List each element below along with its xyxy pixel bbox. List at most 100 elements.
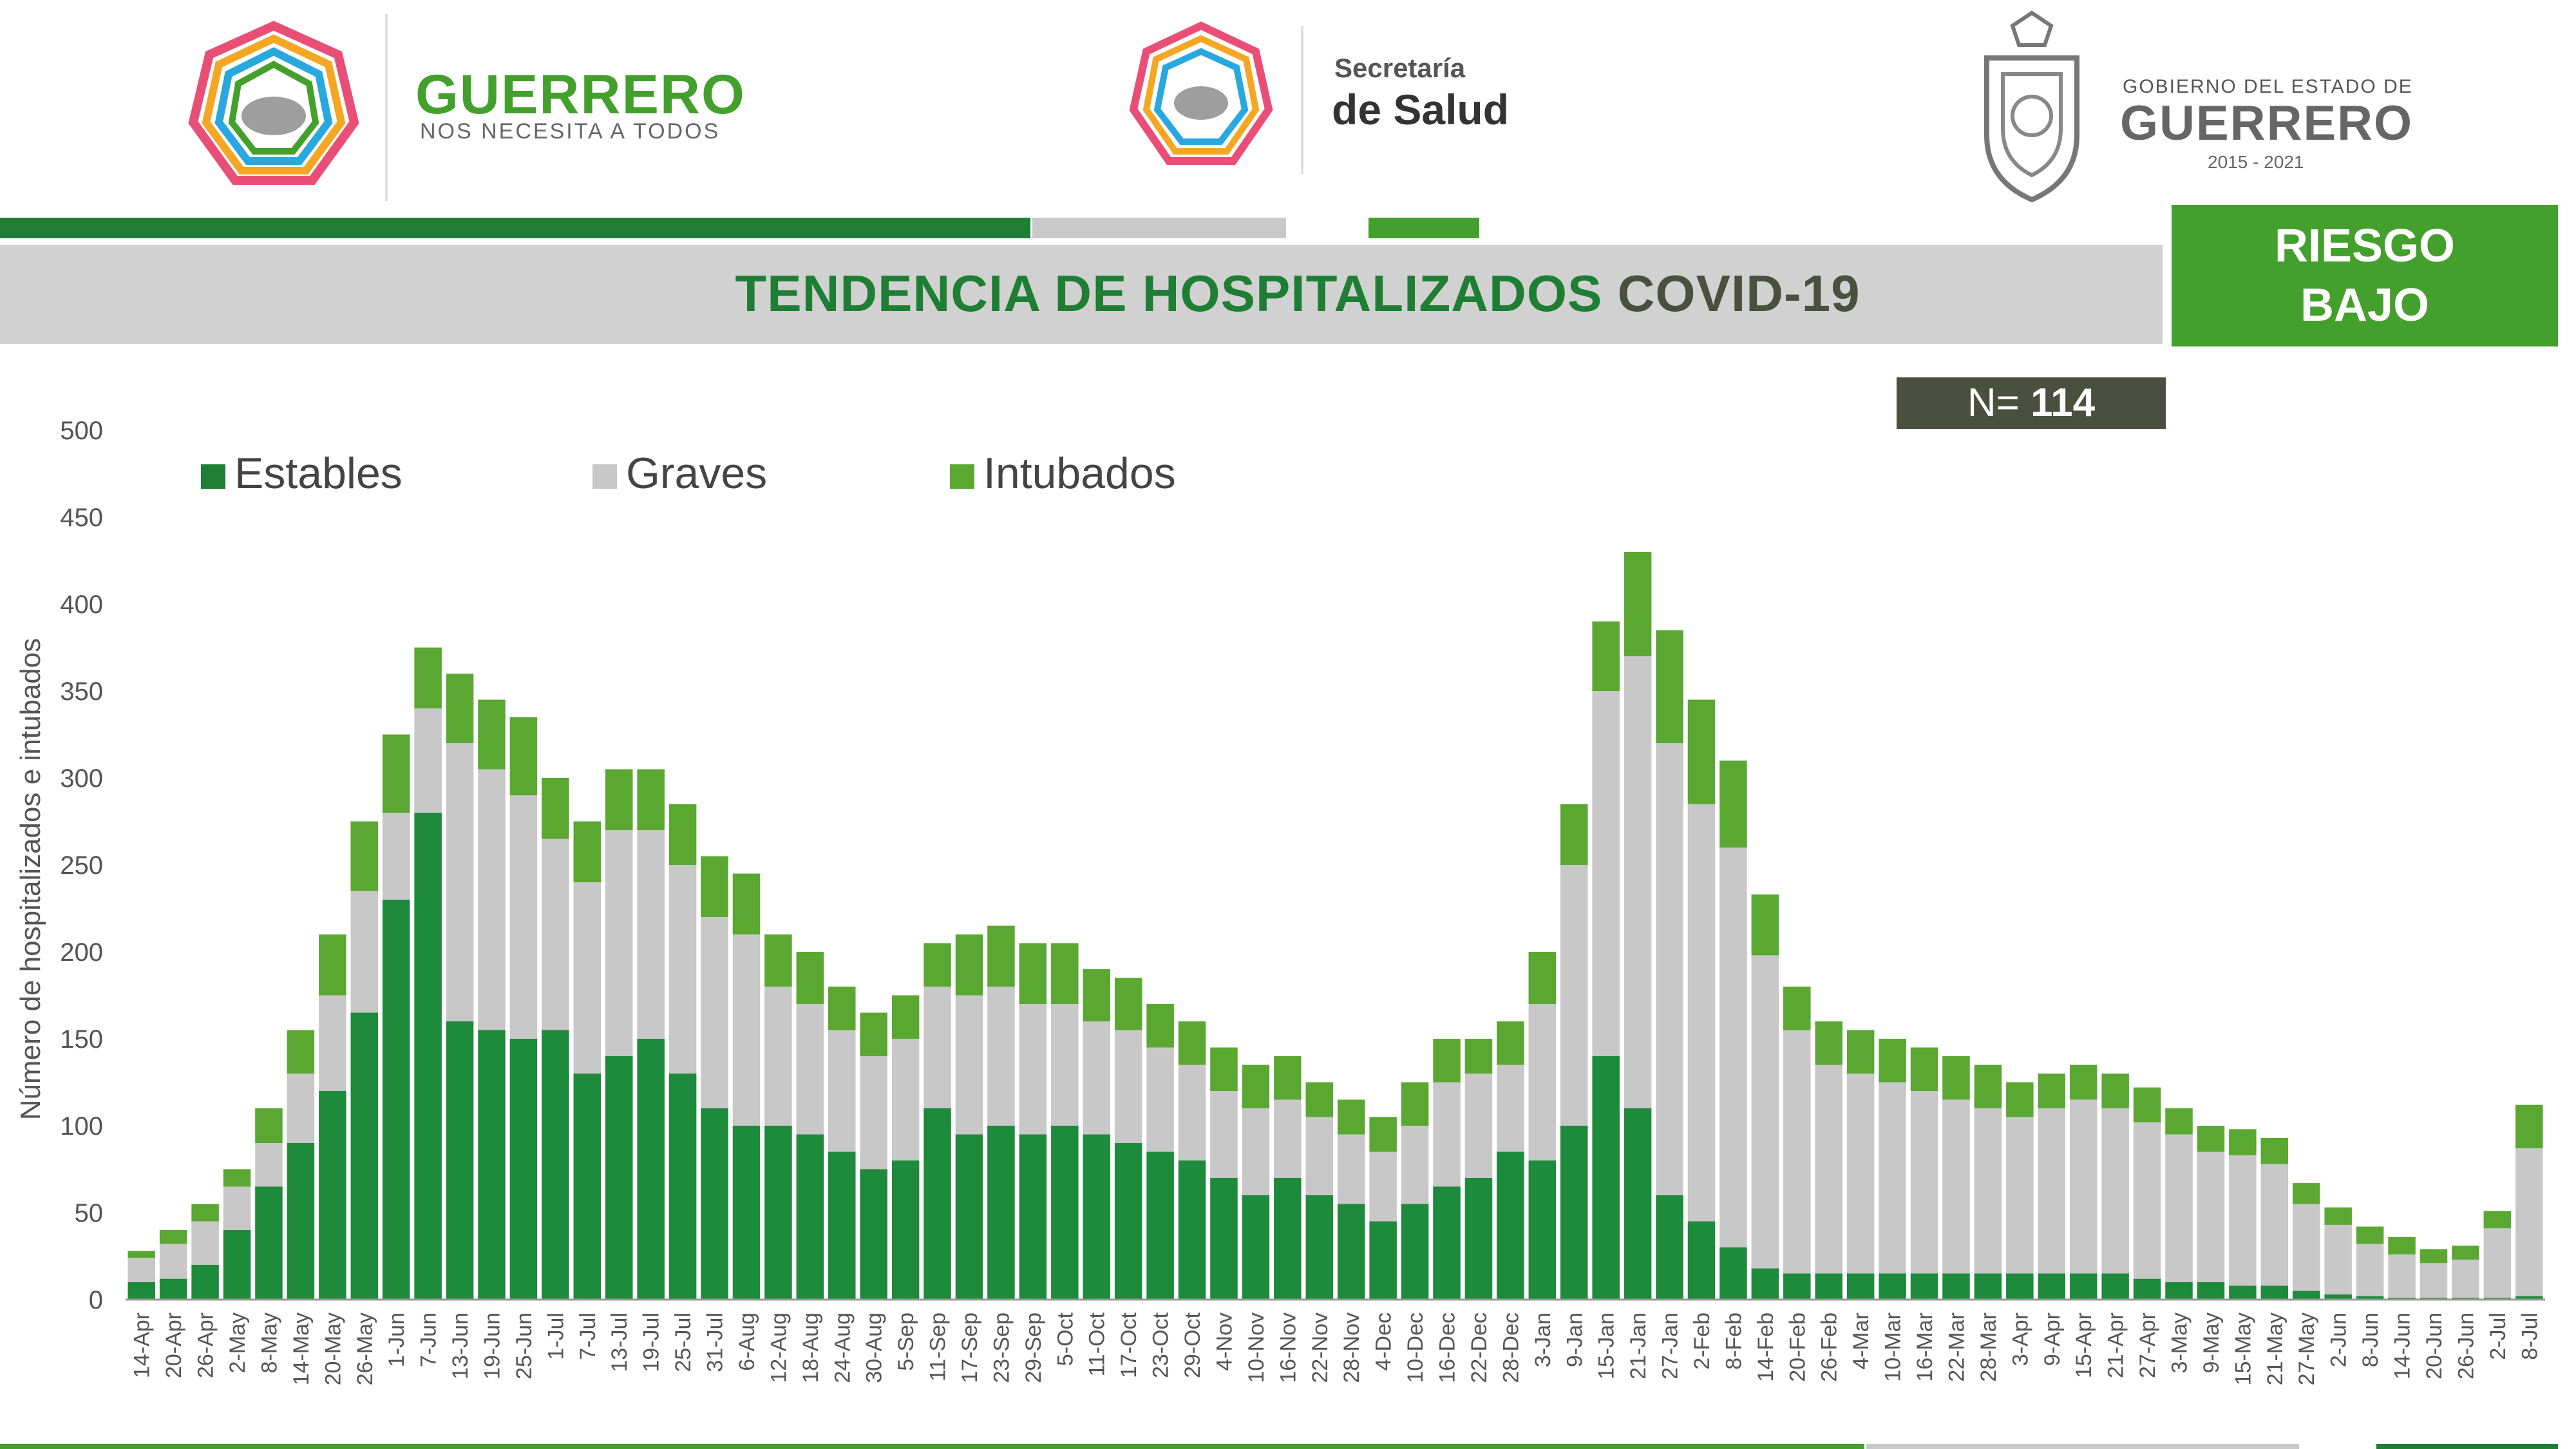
bar-graves xyxy=(828,1030,856,1152)
risk-line2: BAJO xyxy=(2300,279,2430,331)
bar-estables xyxy=(1751,1268,1779,1300)
top-stripe-small-green xyxy=(1368,218,1479,238)
bar-graves xyxy=(1051,1004,1079,1126)
x-tick-label: 25-Jun xyxy=(512,1312,536,1379)
legend-intubados: Intubados xyxy=(950,448,1176,498)
x-axis-ticks: 14-Apr 20-Apr 26-Apr 2-May 8-May 14-May 20-May… xyxy=(130,1312,2543,1385)
bar-graves xyxy=(2133,1122,2161,1279)
x-tick-label: 11-Oct xyxy=(1085,1312,1110,1376)
y-tick-label: 300 xyxy=(60,764,103,793)
bar-estables xyxy=(478,1030,506,1300)
title-band xyxy=(0,245,2163,344)
bar-estables xyxy=(2197,1282,2225,1300)
y-tick-label: 400 xyxy=(60,591,103,619)
bar-estables xyxy=(2229,1285,2257,1300)
bar-estables xyxy=(891,1160,920,1300)
bar-graves xyxy=(191,1221,219,1265)
bar-estables xyxy=(2324,1294,2352,1300)
x-tick-label: 22-Mar xyxy=(1944,1312,1969,1382)
bar-graves xyxy=(1305,1117,1334,1195)
x-tick-label: 20-Feb xyxy=(1785,1312,1810,1382)
salud-line2: de Salud xyxy=(1332,86,1510,133)
bar-estables xyxy=(732,1126,761,1300)
bar-graves xyxy=(1337,1134,1365,1204)
x-tick-label: 18-Aug xyxy=(799,1312,823,1383)
bar-graves xyxy=(1624,656,1652,1108)
x-tick-label: 26-May xyxy=(353,1312,377,1385)
x-tick-label: 4-Nov xyxy=(1212,1312,1236,1371)
risk-line1: RIESGO xyxy=(2274,220,2456,272)
bar-graves xyxy=(1687,804,1716,1222)
x-tick-label: 15-Jan xyxy=(1595,1312,1619,1379)
bar-estables xyxy=(319,1091,346,1300)
risk-badge: RIESGO BAJO xyxy=(2172,205,2558,346)
bar-graves xyxy=(955,995,983,1135)
bar-intubados xyxy=(1464,1039,1493,1074)
bar-estables xyxy=(1433,1186,1461,1300)
bar-graves xyxy=(1433,1082,1461,1187)
x-tick-label: 30-Aug xyxy=(862,1312,887,1383)
bar-intubados xyxy=(2452,1245,2479,1260)
x-tick-label: 13-Jul xyxy=(607,1312,632,1372)
legend-swatch-intubados xyxy=(950,464,974,489)
bar-graves xyxy=(1019,1004,1047,1135)
bar-estables xyxy=(573,1074,601,1300)
bar-graves xyxy=(223,1186,251,1230)
bar-estables xyxy=(987,1126,1015,1300)
x-tick-label: 14-Apr xyxy=(130,1312,155,1378)
x-tick-label: 2-Jul xyxy=(2486,1312,2510,1360)
bar-intubados xyxy=(1592,621,1620,691)
bar-intubados xyxy=(446,674,474,743)
bar-intubados xyxy=(2324,1207,2352,1225)
legend-label-graves: Graves xyxy=(626,449,768,498)
bar-intubados xyxy=(2006,1082,2034,1117)
bar-graves xyxy=(668,865,697,1074)
x-tick-label: 3-May xyxy=(2168,1312,2192,1373)
bar-estables xyxy=(1624,1108,1652,1300)
gobierno-line2: GUERRERO xyxy=(2120,96,2414,151)
bar-intubados xyxy=(2420,1249,2448,1264)
crest-icon xyxy=(1984,10,2079,203)
bar-graves xyxy=(1751,955,1779,1269)
bar-intubados xyxy=(350,821,379,891)
bar-graves xyxy=(796,1004,824,1135)
bar-estables xyxy=(2038,1273,2066,1300)
bar-intubados xyxy=(796,952,824,1004)
x-tick-label: 6-Aug xyxy=(735,1312,759,1371)
bar-intubados xyxy=(2165,1108,2193,1135)
bottom-stripe-green xyxy=(0,1444,1864,1449)
x-tick-label: 26-Feb xyxy=(1817,1312,1842,1382)
bar-intubados xyxy=(1051,943,1079,1004)
bar-intubados xyxy=(605,769,633,830)
x-tick-label: 14-Feb xyxy=(1754,1312,1778,1382)
bar-intubados xyxy=(860,1012,887,1056)
bar-intubados xyxy=(509,717,538,795)
bar-graves xyxy=(701,917,728,1108)
y-tick-label: 450 xyxy=(60,504,103,532)
x-tick-label: 2-Feb xyxy=(1690,1312,1714,1370)
bar-estables xyxy=(1019,1134,1047,1300)
bar-estables xyxy=(446,1021,474,1300)
page-title-part2: COVID-19 xyxy=(1617,265,1861,322)
x-tick-label: 23-Sep xyxy=(989,1312,1014,1383)
bar-graves xyxy=(446,743,474,1021)
bottom-stripe-gray xyxy=(1866,1444,2299,1449)
bar-estables xyxy=(542,1030,569,1300)
bar-graves xyxy=(1528,1004,1557,1160)
bar-intubados xyxy=(701,856,728,917)
bar-intubados xyxy=(2038,1074,2066,1108)
x-tick-label: 28-Nov xyxy=(1340,1312,1364,1383)
bar-graves xyxy=(637,830,665,1039)
bar-estables xyxy=(701,1108,728,1300)
bar-graves xyxy=(1719,848,1747,1247)
bar-graves xyxy=(2165,1134,2193,1282)
bar-estables xyxy=(1083,1134,1111,1300)
bar-graves xyxy=(159,1244,187,1279)
bar-estables xyxy=(1369,1221,1397,1300)
x-tick-label: 19-Jun xyxy=(480,1312,504,1379)
bar-intubados xyxy=(764,934,792,987)
bar-graves xyxy=(2420,1263,2448,1298)
y-tick-label: 200 xyxy=(60,938,103,967)
legend-graves: Graves xyxy=(592,448,767,498)
page-title: TENDENCIA DE HOSPITALIZADOS COVID-19 xyxy=(0,264,2576,323)
